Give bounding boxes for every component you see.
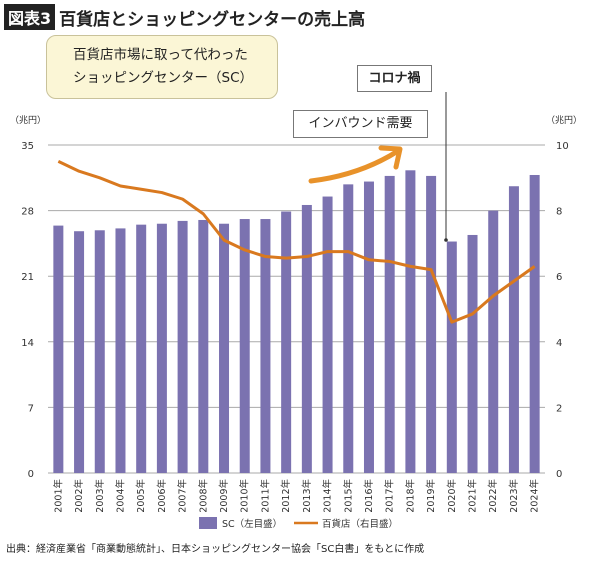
x-tick-label: 2006年 xyxy=(156,479,168,513)
x-tick-label: 2002年 xyxy=(73,479,85,513)
x-tick-label: 2012年 xyxy=(280,479,292,513)
inbound-arrow-icon xyxy=(308,148,401,184)
corona-label: コロナ禍 xyxy=(357,65,432,92)
legend-swatch-sc xyxy=(199,517,217,529)
legend-label-sc: SC（左目盛） xyxy=(222,518,282,530)
x-tick-label: 2020年 xyxy=(446,479,458,513)
bar-2015年 xyxy=(343,184,354,474)
left-tick-label: 35 xyxy=(21,141,34,152)
left-tick-label: 14 xyxy=(21,338,34,349)
bar-2006年 xyxy=(156,223,167,473)
corona-pointer-dot xyxy=(444,238,448,242)
callout-line-2: ショッピングセンター（SC） xyxy=(73,70,253,86)
bar-2019年 xyxy=(426,175,437,473)
left-tick-label: 0 xyxy=(28,469,34,480)
left-tick-label: 7 xyxy=(28,403,34,414)
x-tick-label: 2004年 xyxy=(114,479,126,513)
chart-title: 百貨店とショッピングセンターの売上高 xyxy=(59,9,366,30)
inbound-arrowhead-icon xyxy=(378,145,403,170)
bar-2023年 xyxy=(508,186,519,473)
x-tick-label: 2024年 xyxy=(529,479,541,513)
x-tick-label: 2005年 xyxy=(135,479,147,513)
inbound-label: インバウンド需要 xyxy=(293,110,428,138)
left-axis-unit: （兆円） xyxy=(10,115,46,126)
x-tick-label: 2011年 xyxy=(259,479,271,513)
bar-2018年 xyxy=(405,170,416,473)
source-note: 出典：経済産業省「商業動態統計」、日本ショッピングセンター協会「SC白書」をもと… xyxy=(6,544,425,555)
x-tick-label: 2019年 xyxy=(425,479,437,513)
figure-label: 図表3 xyxy=(4,4,56,30)
bar-2005年 xyxy=(136,224,147,473)
right-tick-label: 4 xyxy=(556,338,562,349)
bar-2007年 xyxy=(177,220,188,473)
x-tick-label: 2001年 xyxy=(52,479,64,513)
bar-2013年 xyxy=(301,204,312,473)
x-tick-label: 2010年 xyxy=(239,479,251,513)
right-tick-label: 10 xyxy=(556,141,569,152)
title-row: 図表3 百貨店とショッピングセンターの売上高 xyxy=(4,4,365,30)
right-tick-label: 2 xyxy=(556,403,562,414)
x-tick-label: 2023年 xyxy=(508,479,520,513)
left-tick-label: 21 xyxy=(21,272,34,283)
legend-label-department-store: 百貨店（右目盛） xyxy=(322,518,398,530)
bar-2022年 xyxy=(488,210,499,473)
x-tick-label: 2013年 xyxy=(301,479,313,513)
x-tick-label: 2017年 xyxy=(384,479,396,513)
x-tick-label: 2021年 xyxy=(467,479,479,513)
bar-2017年 xyxy=(384,175,395,473)
bar-2014年 xyxy=(322,196,333,474)
department-store-line xyxy=(57,160,536,324)
right-tick-label: 6 xyxy=(556,272,562,283)
bar-2008年 xyxy=(198,219,209,473)
x-tick-label: 2016年 xyxy=(363,479,375,513)
x-tick-label: 2018年 xyxy=(404,479,416,513)
right-tick-label: 0 xyxy=(556,469,562,480)
bar-2002年 xyxy=(74,231,85,473)
x-tick-label: 2015年 xyxy=(342,479,354,513)
callout-box: 百貨店市場に取って代わった ショッピングセンター（SC） xyxy=(46,35,278,99)
x-tick-label: 2007年 xyxy=(177,479,189,513)
bar-2016年 xyxy=(363,181,374,473)
x-tick-label: 2022年 xyxy=(487,479,499,513)
bar-2009年 xyxy=(219,223,230,473)
bar-2003年 xyxy=(94,230,105,473)
bar-2024年 xyxy=(529,174,540,473)
bar-2004年 xyxy=(115,228,126,473)
x-tick-label: 2014年 xyxy=(322,479,334,513)
bar-2011年 xyxy=(260,219,271,473)
right-tick-label: 8 xyxy=(556,207,562,218)
bar-2001年 xyxy=(53,225,64,473)
x-tick-label: 2009年 xyxy=(218,479,230,513)
callout-line-1: 百貨店市場に取って代わった xyxy=(73,47,248,63)
bar-2020年 xyxy=(446,241,457,473)
bar-2021年 xyxy=(467,234,478,473)
bar-2012年 xyxy=(281,211,292,473)
right-axis-unit: （兆円） xyxy=(546,115,582,126)
x-tick-label: 2008年 xyxy=(197,479,209,513)
x-tick-label: 2003年 xyxy=(94,479,106,513)
bar-2010年 xyxy=(239,219,250,473)
left-tick-label: 28 xyxy=(21,207,34,218)
